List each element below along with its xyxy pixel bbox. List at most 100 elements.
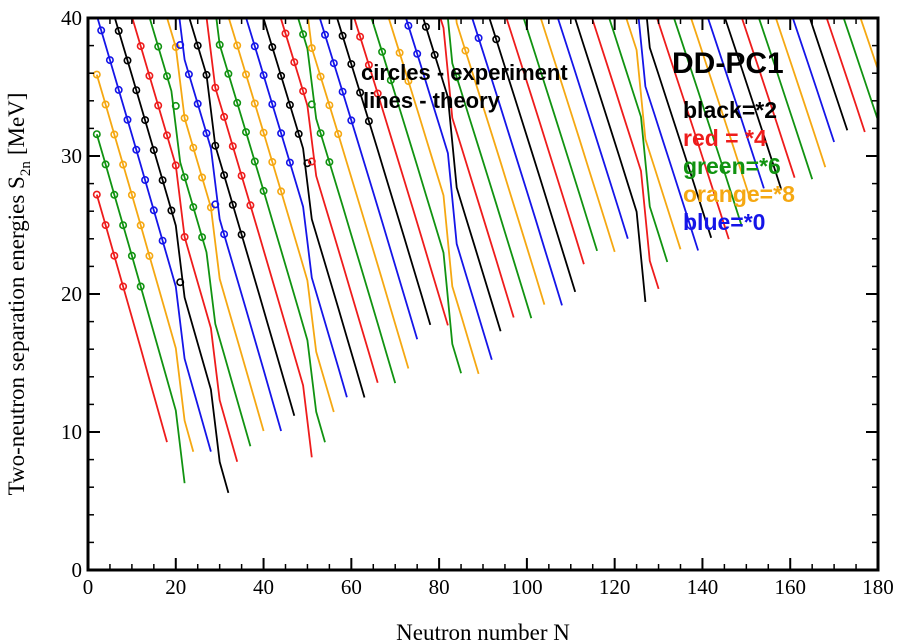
experiment-point	[136, 282, 145, 291]
experiment-point	[237, 230, 246, 239]
experiment-point	[228, 142, 237, 151]
experiment-point	[268, 158, 277, 167]
experiment-point	[211, 83, 220, 92]
theory-line	[439, 18, 515, 318]
experiment-point	[250, 42, 259, 51]
experiment-point	[259, 186, 268, 195]
y-tick-label: 40	[61, 6, 82, 30]
theory-line	[539, 18, 616, 253]
experiment-point	[259, 128, 268, 137]
experiment-point	[452, 73, 461, 82]
experiment-point	[228, 200, 237, 209]
experiment-point	[404, 21, 413, 30]
experiment-point	[92, 70, 101, 79]
experiment-point	[356, 88, 365, 97]
theory-line	[522, 18, 598, 252]
experiment-point	[299, 87, 308, 96]
experiment-point	[101, 100, 110, 109]
experiment-point	[373, 89, 382, 98]
experiment-point	[154, 101, 163, 110]
experiment-point	[136, 221, 145, 230]
x-tick-label: 80	[429, 575, 450, 599]
x-tick-label: 100	[511, 575, 543, 599]
experiment-point	[202, 129, 211, 138]
theory-line	[215, 18, 326, 443]
theory-line	[279, 18, 379, 384]
experiment-point	[421, 22, 430, 31]
experiment-point	[316, 72, 325, 81]
experiment-point	[127, 251, 136, 260]
theory-line	[422, 18, 502, 332]
experiment-point	[299, 30, 308, 39]
experiment-point	[307, 100, 316, 109]
theory-line	[95, 74, 195, 453]
experiment-point	[114, 85, 123, 94]
experiment-point	[233, 98, 242, 107]
experiment-point	[329, 59, 338, 68]
experiment-point	[404, 77, 413, 86]
x-tick-label: 120	[599, 575, 631, 599]
experiment-point	[158, 236, 167, 245]
experiment-point	[193, 99, 202, 108]
theory-line	[488, 18, 577, 293]
x-axis-label: Neutron number N	[396, 620, 570, 642]
experiment-point	[163, 72, 172, 81]
legend-entry: black=*2	[683, 97, 777, 123]
experiment-point	[325, 158, 334, 167]
experiment-point	[303, 159, 312, 168]
y-tick-label: 10	[61, 420, 82, 444]
theory-line	[227, 18, 335, 413]
theory-line	[574, 18, 647, 302]
experiment-point	[395, 48, 404, 57]
experiment-point	[141, 176, 150, 185]
experiment-point	[171, 161, 180, 170]
experiment-point	[347, 60, 356, 69]
experiment-point	[176, 278, 185, 287]
y-tick-label: 20	[61, 282, 82, 306]
x-tick-label: 40	[253, 575, 274, 599]
experiment-point	[250, 157, 259, 166]
experiment-point	[277, 129, 286, 138]
experiment-point	[285, 158, 294, 167]
experiment-point	[224, 69, 233, 78]
theory-line	[245, 18, 348, 398]
experiment-point	[347, 116, 356, 125]
experiment-point	[277, 187, 286, 196]
legend-entry: red = *4	[683, 125, 767, 151]
experiment-point	[338, 87, 347, 96]
experiment-point	[334, 130, 343, 139]
experiment-point	[180, 114, 189, 123]
legend-entry: orange=*8	[683, 181, 795, 207]
experiment-point	[285, 100, 294, 109]
theory-line	[370, 18, 462, 374]
experiment-point	[114, 26, 123, 35]
experiment-point	[378, 47, 387, 56]
theory-line	[505, 18, 585, 265]
experiment-point	[242, 128, 251, 137]
theory-line	[95, 194, 168, 443]
x-tick-label: 60	[341, 575, 362, 599]
experiment-point	[119, 160, 128, 169]
legend-entry: blue=*0	[683, 209, 765, 235]
theory-line	[455, 18, 546, 305]
experiment-point	[119, 221, 128, 230]
experiment-point	[127, 190, 136, 199]
experiment-point	[145, 71, 154, 80]
experiment-point	[171, 43, 180, 52]
x-tick-label: 20	[165, 575, 186, 599]
experiment-point	[97, 26, 106, 35]
experiment-point	[180, 173, 189, 182]
y-axis-label-sub: 2n	[18, 161, 34, 177]
experiment-point	[141, 116, 150, 125]
experiment-point	[211, 141, 220, 150]
experiment-point	[356, 32, 365, 41]
experiment-point	[101, 160, 110, 169]
experiment-point	[215, 40, 224, 49]
experiment-point	[430, 50, 439, 59]
theory-line	[556, 18, 629, 239]
experiment-point	[211, 200, 220, 209]
theory-line	[387, 18, 480, 375]
y-axis-label-unit: [MeV]	[4, 93, 29, 156]
annotation-lines: lines - theory	[363, 88, 501, 113]
